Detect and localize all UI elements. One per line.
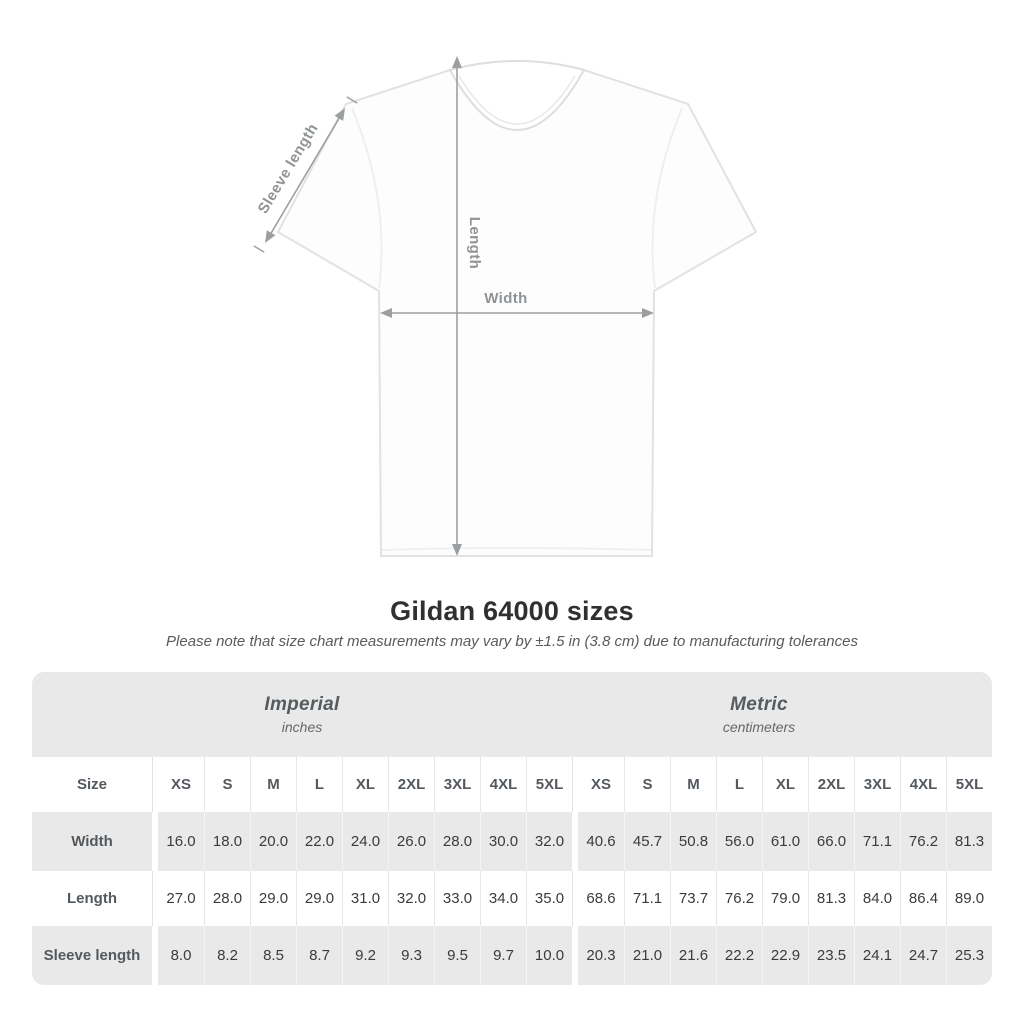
value-cell: 28.0 — [434, 812, 480, 871]
value-cell: 28.0 — [204, 871, 250, 926]
metric-label: Metric — [730, 694, 788, 715]
size-header-cell: L — [716, 757, 762, 812]
value-cell: 30.0 — [480, 812, 526, 871]
size-header-cell: XS — [590, 776, 611, 793]
value-cell: 50.8 — [670, 812, 716, 871]
row-label: Size — [76, 776, 107, 793]
value-cell: 31.0 — [342, 871, 388, 926]
value-cell: 9.7 — [480, 926, 526, 985]
table-row: Sleeve length 8.0 8.2 8.5 8.7 9.2 9.3 9.5 9.7 10.… — [32, 926, 992, 985]
imperial-group-header: Imperial inches — [32, 672, 572, 757]
size-header-cell: 4XL — [900, 757, 946, 812]
value-cell: 8.2 — [204, 926, 250, 985]
page-title: Gildan 64000 sizes — [390, 596, 634, 626]
value-cell: 33.0 — [434, 871, 480, 926]
value-cell: 81.3 — [808, 871, 854, 926]
value-cell: 20.0 — [250, 812, 296, 871]
value-cell: 21.0 — [624, 926, 670, 985]
value-cell: 23.5 — [808, 926, 854, 985]
size-header-cell: M — [670, 757, 716, 812]
value-cell: 29.0 — [296, 871, 342, 926]
value-cell: 34.0 — [480, 871, 526, 926]
value-cell: 25.3 — [946, 926, 992, 985]
row-label: Sleeve length — [43, 947, 141, 964]
size-header-cell: 3XL — [854, 757, 900, 812]
value-cell: 79.0 — [762, 871, 808, 926]
value-cell: 61.0 — [762, 812, 808, 871]
value-cell: 9.5 — [434, 926, 480, 985]
value-cell: 18.0 — [204, 812, 250, 871]
value-cell: 35.0 — [526, 871, 572, 926]
metric-group-header: Metric centimeters — [572, 672, 946, 757]
value-cell: 81.3 — [946, 812, 992, 871]
value-cell: 8.0 — [170, 947, 192, 964]
size-header-cell: L — [296, 757, 342, 812]
size-header-cell: XL — [762, 757, 808, 812]
value-cell: 89.0 — [946, 871, 992, 926]
value-cell: 68.6 — [586, 890, 616, 907]
size-header-cell: S — [624, 757, 670, 812]
imperial-unit: inches — [281, 719, 323, 735]
size-header-cell: 2XL — [388, 757, 434, 812]
value-cell: 27.0 — [166, 890, 196, 907]
value-cell: 66.0 — [808, 812, 854, 871]
value-cell: 32.0 — [388, 871, 434, 926]
value-cell: 32.0 — [526, 812, 572, 871]
size-header-row: Size XS S M L XL 2XL 3XL 4XL 5XL XS S M L XL 2XL 3XL 4XL 5… — [32, 757, 992, 812]
value-cell: 22.0 — [296, 812, 342, 871]
size-header-cell: S — [204, 757, 250, 812]
value-cell: 8.7 — [296, 926, 342, 985]
size-header-cell: 2XL — [808, 757, 854, 812]
value-cell: 71.1 — [854, 812, 900, 871]
value-cell: 8.5 — [250, 926, 296, 985]
value-cell: 22.2 — [716, 926, 762, 985]
value-cell: 24.7 — [900, 926, 946, 985]
size-header-cell: 4XL — [480, 757, 526, 812]
row-label: Length — [67, 890, 117, 907]
value-cell: 40.6 — [586, 833, 616, 850]
size-header-cell: 5XL — [526, 757, 572, 812]
value-cell: 20.3 — [586, 947, 616, 964]
tolerance-note: Please note that size chart measurements… — [166, 633, 858, 650]
table-body: Size XS S M L XL 2XL 3XL 4XL 5XL XS S M L XL 2XL 3XL 4XL 5… — [32, 757, 992, 985]
metric-unit: centimeters — [722, 719, 796, 735]
table-row: Width 16.0 18.0 20.0 22.0 24.0 26.0 28.0 30.0 32.… — [32, 812, 992, 871]
width-annotation — [380, 308, 654, 318]
size-header-cell: 3XL — [434, 757, 480, 812]
tshirt-illustration — [277, 60, 757, 557]
value-cell: 24.0 — [342, 812, 388, 871]
value-cell: 22.9 — [762, 926, 808, 985]
value-cell: 16.0 — [166, 833, 196, 850]
value-cell: 29.0 — [250, 871, 296, 926]
imperial-label: Imperial — [264, 694, 340, 715]
size-header-cell: 5XL — [946, 757, 992, 812]
size-table: Imperial inches Metric centimeters Size X… — [32, 672, 992, 985]
unit-header-band: Imperial inches Metric centimeters — [32, 672, 992, 757]
size-header-cell: XS — [170, 776, 191, 793]
value-cell: 76.2 — [900, 812, 946, 871]
value-cell: 10.0 — [526, 926, 572, 985]
value-cell: 9.2 — [342, 926, 388, 985]
value-cell: 86.4 — [900, 871, 946, 926]
value-cell: 56.0 — [716, 812, 762, 871]
value-cell: 26.0 — [388, 812, 434, 871]
width-label: Width — [484, 290, 528, 307]
length-label: Length — [466, 217, 483, 269]
value-cell: 21.6 — [670, 926, 716, 985]
value-cell: 9.3 — [388, 926, 434, 985]
value-cell: 84.0 — [854, 871, 900, 926]
value-cell: 76.2 — [716, 871, 762, 926]
table-row: Length 27.0 28.0 29.0 29.0 31.0 32.0 33.0 34.0 35… — [32, 871, 992, 926]
size-header-cell: M — [250, 757, 296, 812]
sleeve-length-annotation — [253, 96, 358, 253]
size-header-cell: XL — [342, 757, 388, 812]
value-cell: 24.1 — [854, 926, 900, 985]
value-cell: 45.7 — [624, 812, 670, 871]
value-cell: 71.1 — [624, 871, 670, 926]
row-label: Width — [71, 833, 113, 850]
tshirt-diagram: Length Width Sleeve length — [253, 56, 757, 557]
length-annotation — [452, 56, 462, 556]
value-cell: 73.7 — [670, 871, 716, 926]
